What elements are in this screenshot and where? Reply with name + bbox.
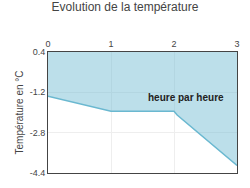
svg-text:3: 3 <box>234 39 239 49</box>
svg-text:Température en °C: Température en °C <box>14 70 25 154</box>
svg-text:0.4: 0.4 <box>33 47 46 57</box>
svg-text:1: 1 <box>108 39 113 49</box>
svg-text:Evolution de la température: Evolution de la température <box>52 0 199 14</box>
svg-text:-2.8: -2.8 <box>30 128 46 138</box>
svg-text:-1.2: -1.2 <box>30 87 46 97</box>
svg-text:-4.4: -4.4 <box>30 168 46 178</box>
svg-text:2: 2 <box>171 39 176 49</box>
svg-text:0: 0 <box>45 39 50 49</box>
svg-text:heure par heure: heure par heure <box>148 92 224 103</box>
